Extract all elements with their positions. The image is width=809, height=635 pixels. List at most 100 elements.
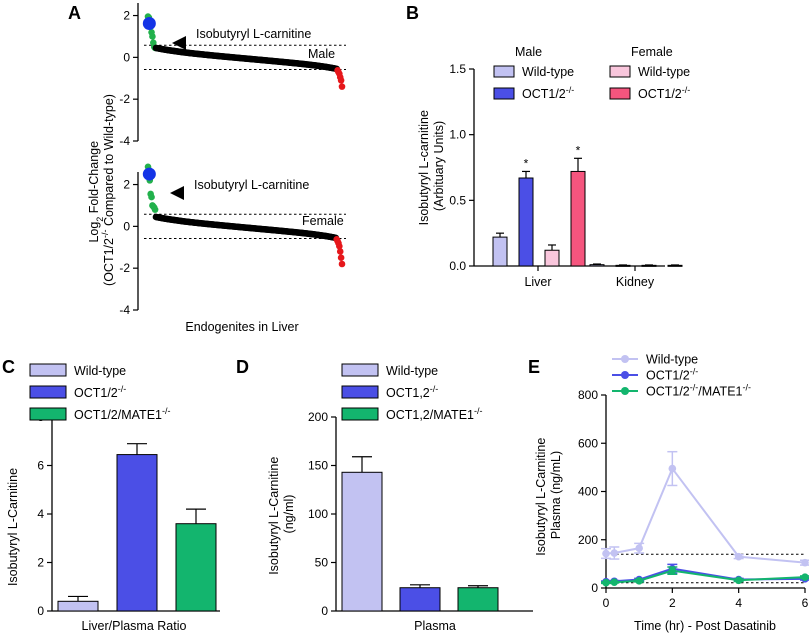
a-male-y-tick-label: 2 [123,9,130,23]
a-male-point-down [338,83,346,90]
e-x-tick-label: 0 [603,596,610,610]
a-female-point-down [337,254,345,262]
c-y-tick-label: 0 [37,604,44,618]
d-legend-item-label: OCT1,2-/- [386,384,438,400]
chart-a-annotation-female: Isobutyryl L-carnitine [194,178,309,192]
b-y-tick-label: 0.0 [449,259,466,273]
e-x-tick-label: 2 [669,596,676,610]
b-legend-item-label: Wild-type [638,65,690,79]
chart-d-xlabel: Plasma [414,619,456,633]
a-female-point-down [336,242,343,250]
e-legend-label: OCT1/2-/- [646,367,698,383]
c-bar [57,600,99,612]
b-bar [518,177,534,267]
e-legend-label: OCT1/2-/-/MATE1-/- [646,383,751,399]
e-point [668,464,677,473]
d-legend-item-label: OCT1,2/MATE1-/- [386,406,482,422]
chart-b-legend-group-female: Female [631,45,673,59]
panel-label-a: A [68,3,81,23]
chart-a-male-plot: -4 -2 0 2 [119,3,346,148]
e-legend-marker [621,355,629,363]
b-legend-item-swatch [609,65,631,78]
e-point [635,544,643,552]
a-female-y-tick-label: 2 [123,178,130,192]
a-male-point-down [337,77,345,84]
a-female-point-down [338,260,346,268]
a-female-point-down [336,248,344,255]
c-legend-item-label: OCT1/2/MATE1-/- [74,406,170,422]
b-x-tick-label: Kidney [616,275,655,289]
chart-a-female-label: Female [302,214,344,228]
e-y-tick-label: 800 [578,388,598,402]
e-y-tick-label: 600 [578,436,598,450]
chart-d-ylabel: Isobutyryl L-Carnitine (ng/ml) [267,453,296,575]
b-y-tick-label: 0.5 [449,193,466,207]
chart-a-annotation-male: Isobutyryl L-carnitine [196,27,311,41]
a-male-y-tick-label: 0 [123,50,130,64]
chart-a-xlabel: Endogenites in Liver [185,320,298,334]
e-point [801,573,809,581]
chart-c: 02468 Wild-typeOCT1/2-/-OCT1/2/MATE1-/- … [6,363,220,633]
chart-a-female-plot: -4 -2 0 2 [119,163,346,317]
b-legend-item-label: OCT1/2-/- [522,85,574,101]
b-bar [570,170,586,267]
chart-b: 0.0 0.5 1.0 1.5 * * Liver Kidney Male Female Wi… [417,45,690,289]
e-point [734,552,743,561]
e-point [734,576,743,585]
d-legend-item-label: Wild-type [386,364,438,378]
b-legend-item-label: Wild-type [522,65,574,79]
a-male-y-tick-label: -4 [119,134,130,148]
a-male-point-up [149,33,156,40]
chart-c-ylabel: Isobutyryl L-Carnitine [6,468,20,586]
chart-c-xlabel: Liver/Plasma Ratio [82,619,187,633]
chart-e-xlabel: Time (hr) - Post Dasatinib [634,619,776,633]
e-y-tick-label: 400 [578,485,598,499]
a-female-point-up [148,193,155,201]
chart-d: 0 50 100 150 200 Wild-type OCT1,2-/- OCT1,2/MA… [267,363,533,633]
e-point [635,576,643,585]
a-male-point-isobutyryl-l-carnitine [142,16,156,30]
chart-a-arrowhead-female [170,186,184,200]
b-y-tick-label: 1.0 [449,128,466,142]
chart-a-ylabel: Log2 Fold-Change (OCT1/2-/- Compared to … [87,94,116,286]
e-y-tick-label: 0 [591,581,598,595]
a-female-y-tick-label: -2 [119,261,130,275]
panel-label-b: B [406,3,419,23]
panel-label-d: D [236,357,249,377]
c-legend-item-label: Wild-type [74,364,126,378]
c-legend-item-swatch [29,407,67,421]
b-bar [544,249,560,267]
chart-c-plot: 02468 [37,410,220,618]
b-significance: * [524,156,529,170]
e-legend-marker [621,387,629,395]
b-y-tick-label: 1.5 [449,62,466,76]
a-female-y-tick-label: -4 [119,303,130,317]
e-point [610,549,619,557]
e-point [668,566,677,575]
chart-e-plot: 0 200 400 600 800 0 2 4 6 [578,388,809,610]
c-y-tick-label: 2 [37,556,44,570]
d-bar [399,587,441,612]
c-legend-item-label: OCT1/2-/- [74,384,126,400]
b-legend-item-swatch [493,87,515,100]
d-y-tick-label: 50 [315,556,329,570]
b-legend-item-swatch [609,87,631,100]
a-female-point-up [151,206,159,213]
e-x-tick-label: 6 [802,596,809,610]
chart-a-male-label: Male [308,47,335,61]
c-bar [116,454,158,612]
chart-e-ylabel: Isobutyryl L-Carnitine Plasma (ng/mL) [534,434,563,556]
c-y-tick-label: 4 [37,507,44,521]
b-x-tick-label: Liver [524,275,551,289]
e-point [602,549,610,558]
d-y-tick-label: 150 [308,459,328,473]
e-legend-marker [621,371,629,379]
b-bar [589,264,605,267]
d-legend-item-swatch [341,385,379,399]
chart-a: -4 -2 0 2 -4 -2 0 2 Male Female Isobutyryl L-c… [87,3,346,334]
c-bar [175,523,217,612]
b-legend-item-swatch [493,65,515,78]
chart-d-plot: 0 50 100 150 200 [308,410,533,618]
